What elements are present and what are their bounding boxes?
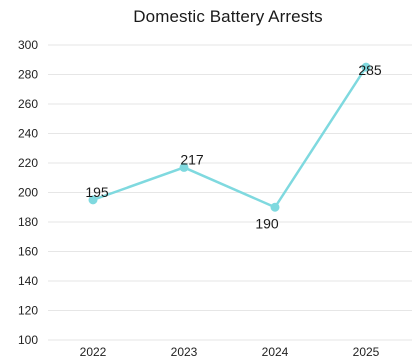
series-line	[91, 65, 368, 209]
x-tick-label: 2023	[171, 345, 198, 359]
y-tick-label: 260	[18, 97, 38, 111]
y-tick-label: 120	[18, 304, 38, 318]
series	[88, 62, 371, 212]
y-tick-label: 280	[18, 68, 38, 82]
y-tick-label: 240	[18, 127, 38, 141]
data-point	[179, 162, 189, 172]
data-labels: 195 217 190 285	[85, 62, 382, 231]
y-tick-label: 180	[18, 215, 38, 229]
x-tick-label: 2022	[80, 345, 107, 359]
y-axis-ticks: 100 120 140 160 180 200 220 240 260 280 300	[18, 38, 38, 347]
x-tick-label: 2024	[262, 345, 289, 359]
gridlines	[48, 44, 412, 341]
y-tick-label: 220	[18, 156, 38, 170]
data-label: 285	[358, 62, 382, 78]
y-tick-label: 140	[18, 274, 38, 288]
data-point	[88, 195, 98, 205]
data-point	[270, 202, 280, 212]
x-axis-ticks: 2022 2023 2024 2025	[80, 345, 380, 359]
data-point	[361, 62, 371, 72]
chart-title: Domestic Battery Arrests	[133, 7, 323, 26]
data-label: 217	[180, 151, 204, 167]
y-tick-label: 160	[18, 245, 38, 259]
x-tick-label: 2025	[353, 345, 380, 359]
y-tick-label: 200	[18, 186, 38, 200]
y-tick-label: 100	[18, 333, 38, 347]
y-tick-label: 300	[18, 38, 38, 52]
data-label: 190	[255, 215, 279, 231]
data-label: 195	[85, 184, 109, 200]
